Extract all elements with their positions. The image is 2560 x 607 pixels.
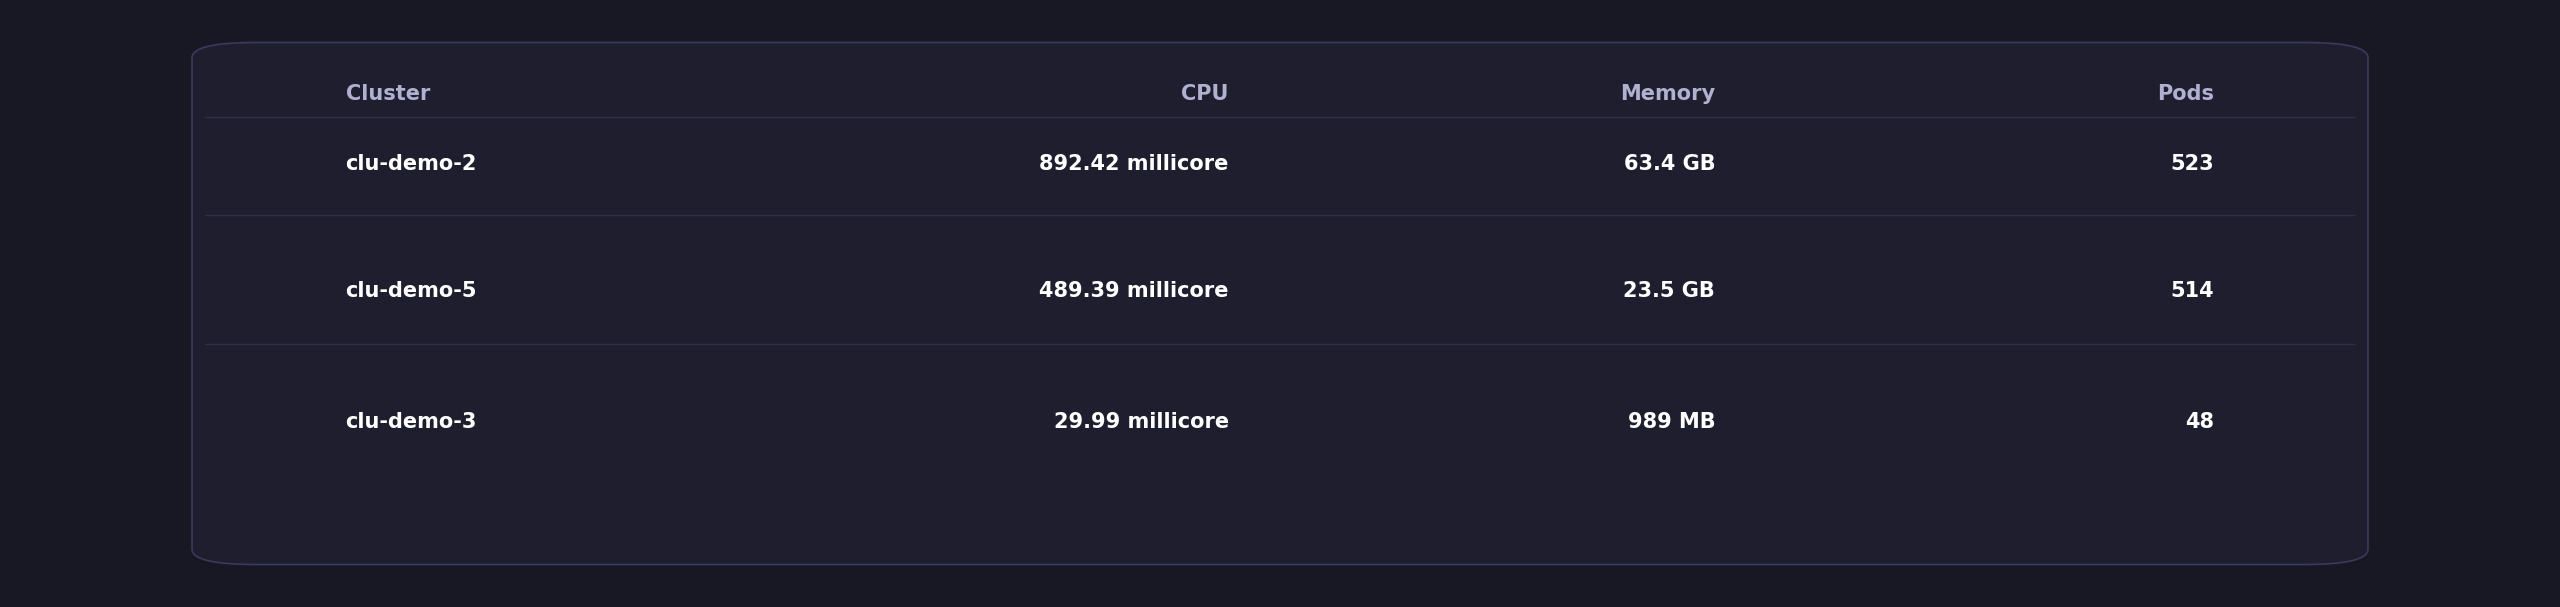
Text: 514: 514 <box>2171 282 2214 301</box>
Text: 989 MB: 989 MB <box>1628 412 1715 432</box>
Text: CPU: CPU <box>1180 84 1229 104</box>
Text: 489.39 millicore: 489.39 millicore <box>1039 282 1229 301</box>
Text: clu-demo-2: clu-demo-2 <box>346 154 476 174</box>
Text: clu-demo-3: clu-demo-3 <box>346 412 476 432</box>
Text: 63.4 GB: 63.4 GB <box>1623 154 1715 174</box>
Text: clu-demo-5: clu-demo-5 <box>346 282 476 301</box>
Text: 29.99 millicore: 29.99 millicore <box>1055 412 1229 432</box>
Text: 523: 523 <box>2171 154 2214 174</box>
Text: 48: 48 <box>2186 412 2214 432</box>
Text: Pods: Pods <box>2158 84 2214 104</box>
Text: Cluster: Cluster <box>346 84 430 104</box>
FancyBboxPatch shape <box>192 42 2368 565</box>
Text: Memory: Memory <box>1620 84 1715 104</box>
Text: 23.5 GB: 23.5 GB <box>1623 282 1715 301</box>
Text: 892.42 millicore: 892.42 millicore <box>1039 154 1229 174</box>
